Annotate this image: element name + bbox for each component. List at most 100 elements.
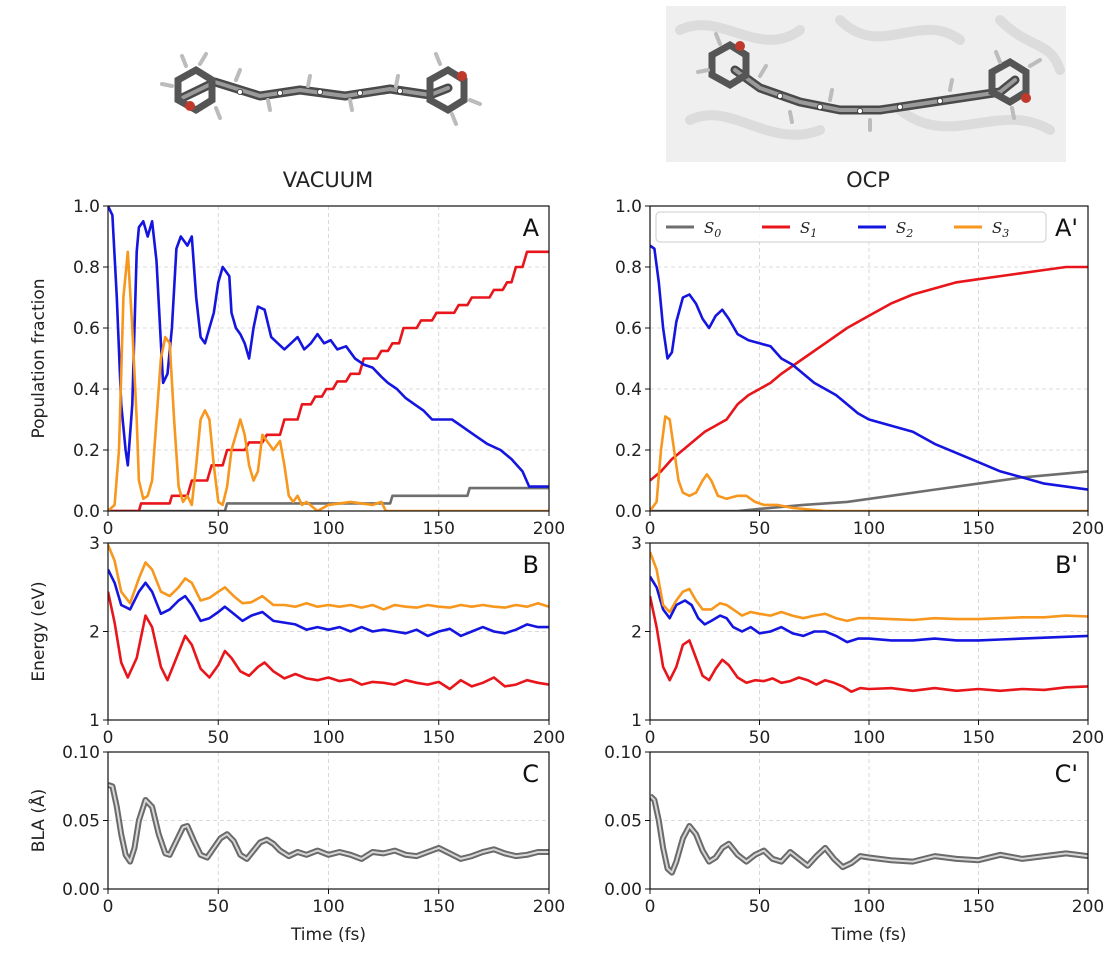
y-tick-label: 0.2 xyxy=(73,441,100,461)
x-tick-label: 150 xyxy=(962,519,994,539)
x-tick-label: 0 xyxy=(103,519,114,539)
series-line-s3 xyxy=(650,551,1088,623)
series-line-s0 xyxy=(650,470,1088,511)
column-title-ocp: OCP xyxy=(846,168,890,192)
column-title-vacuum: VACUUM xyxy=(283,168,374,192)
x-tick-label: 200 xyxy=(1072,519,1104,539)
series-line-s1 xyxy=(108,250,549,511)
panel-label: A' xyxy=(1055,214,1078,242)
panel-label: B xyxy=(523,551,539,579)
y-tick-label: 1.0 xyxy=(615,197,642,217)
y-tick-label: 0.4 xyxy=(73,380,100,400)
y-tick-label: 1 xyxy=(631,711,642,731)
x-tick-label: 50 xyxy=(749,897,771,917)
series-line-s2 xyxy=(108,206,549,488)
x-tick-label: 0 xyxy=(645,519,656,539)
panel-b-prime: 0 50 100 150 200 1 2 3 B' xyxy=(631,534,1104,748)
x-tick-label: 0 xyxy=(103,897,114,917)
legend: S0 S1 S2 S3 xyxy=(655,211,1047,243)
x-tick-label: 100 xyxy=(853,519,885,539)
series-line-s2 xyxy=(108,568,549,638)
series-line-bla-highlight xyxy=(108,783,549,863)
x-tick-label: 150 xyxy=(962,728,994,748)
panel-label: C' xyxy=(1055,760,1078,788)
x-tick-label: 50 xyxy=(207,897,229,917)
series-line-bla-highlight xyxy=(650,795,1088,874)
x-axis-label: Time (fs) xyxy=(830,925,906,945)
series-line-bla xyxy=(650,793,1088,876)
x-tick-label: 0 xyxy=(645,728,656,748)
x-tick-label: 50 xyxy=(207,728,229,748)
x-tick-label: 150 xyxy=(423,519,455,539)
molecule-image-vacuum xyxy=(160,52,482,126)
series-line-s3 xyxy=(650,415,1088,511)
x-tick-label: 200 xyxy=(1072,897,1104,917)
series-line-s2 xyxy=(650,575,1088,644)
series-line-s1 xyxy=(650,595,1088,693)
y-tick-label: 0.0 xyxy=(73,502,100,522)
x-tick-label: 0 xyxy=(645,897,656,917)
x-tick-label: 100 xyxy=(312,728,344,748)
y-tick-label: 0.2 xyxy=(615,441,642,461)
legend-box xyxy=(655,211,1047,243)
panel-c: 0 50 100 150 200 0.00 0.05 0.10 C BLA (Å) Time (fs… xyxy=(27,743,565,945)
panel-a-series xyxy=(108,206,549,511)
y-tick-label: 0.10 xyxy=(62,743,100,763)
panel-a-prime-series xyxy=(650,244,1088,511)
panel-a-prime: 0 50 100 150 200 0.0 0.2 0.4 0.6 0.8 1.0 A' S0 S1 S2 S3 xyxy=(615,197,1104,539)
x-tick-label: 100 xyxy=(312,519,344,539)
x-tick-label: 50 xyxy=(207,519,229,539)
series-line-s3 xyxy=(108,250,549,511)
x-tick-label: 150 xyxy=(423,728,455,748)
x-tick-label: 150 xyxy=(962,897,994,917)
x-tick-label: 50 xyxy=(749,728,771,748)
y-tick-label: 0.0 xyxy=(615,502,642,522)
y-tick-label: 0.8 xyxy=(73,258,100,278)
series-line-s0 xyxy=(108,486,549,511)
y-tick-label: 2 xyxy=(89,623,100,643)
y-axis-label: BLA (Å) xyxy=(27,789,49,852)
panel-label: A xyxy=(523,214,540,242)
y-tick-label: 0.05 xyxy=(604,812,642,832)
y-tick-label: 3 xyxy=(89,534,100,554)
panel-c-prime-series xyxy=(650,793,1088,876)
y-tick-label: 0.00 xyxy=(62,880,100,900)
panel-b-series xyxy=(108,544,549,691)
x-tick-label: 200 xyxy=(1072,728,1104,748)
x-tick-label: 100 xyxy=(853,728,885,748)
x-tick-label: 0 xyxy=(103,728,114,748)
y-tick-label: 0.6 xyxy=(73,319,100,339)
y-tick-label: 0.8 xyxy=(615,258,642,278)
series-line-s1 xyxy=(108,591,549,691)
panel-label: C xyxy=(522,760,539,788)
y-tick-label: 0.10 xyxy=(604,743,642,763)
y-tick-label: 0.00 xyxy=(604,880,642,900)
panel-label: B' xyxy=(1055,551,1078,579)
x-tick-label: 150 xyxy=(423,897,455,917)
x-tick-label: 200 xyxy=(533,897,565,917)
panel-b: 0 50 100 150 200 1 2 3 B Energy (eV) xyxy=(29,534,565,748)
x-axis-label: Time (fs) xyxy=(290,925,366,945)
y-axis-label: Population fraction xyxy=(29,278,49,438)
y-tick-label: 0.6 xyxy=(615,319,642,339)
y-tick-label: 3 xyxy=(631,534,642,554)
panel-b-prime-series xyxy=(650,551,1088,693)
series-line-s3 xyxy=(108,544,549,611)
y-tick-label: 1.0 xyxy=(73,197,100,217)
y-tick-label: 0.05 xyxy=(62,812,100,832)
panel-c-series xyxy=(108,782,549,865)
y-tick-label: 2 xyxy=(631,623,642,643)
x-tick-label: 200 xyxy=(533,728,565,748)
chart-panels: 0 50 100 150 2000.00.20.40.60.81.0APopulatio… xyxy=(27,197,1104,945)
molecule-image-ocp xyxy=(666,6,1066,162)
x-tick-label: 100 xyxy=(853,897,885,917)
x-tick-label: 100 xyxy=(312,897,344,917)
series-line-s2 xyxy=(650,244,1088,491)
y-axis-label: Energy (eV) xyxy=(29,581,49,681)
y-tick-label: 0.4 xyxy=(615,380,642,400)
panel-a: 0 50 100 150 200 0.0 0.2 0.4 0.6 0.8 1.0 A Populatio… xyxy=(29,197,565,539)
x-tick-label: 50 xyxy=(749,519,771,539)
series-line-s1 xyxy=(650,265,1088,482)
y-tick-label: 1 xyxy=(89,711,100,731)
